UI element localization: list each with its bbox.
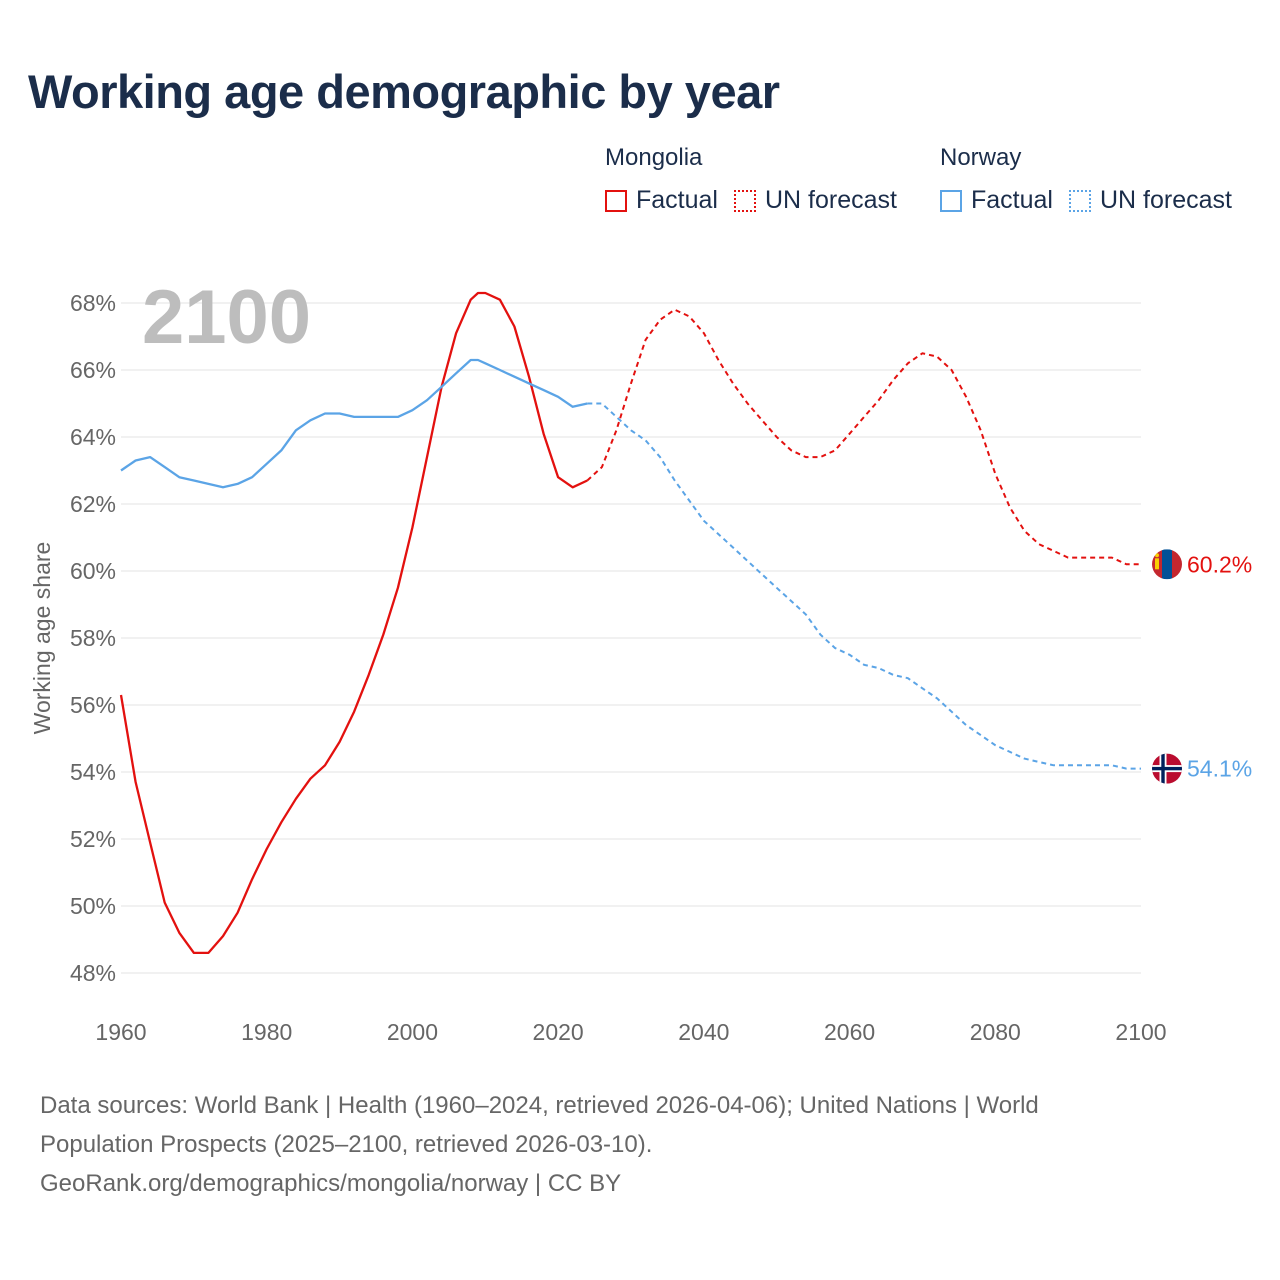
mongolia-forecast-line (586, 308, 1141, 566)
y-axis-label: Working age share (29, 542, 55, 735)
footer-line-2: Population Prospects (2025–2100, retriev… (40, 1131, 653, 1158)
y-tick-label: 52% (70, 826, 116, 852)
legend-label: UN forecast (1099, 186, 1232, 214)
legend-item-norway-forecast[interactable]: UN forecast (1068, 186, 1232, 215)
line-chart: 48%50%52%54%56%58%60%62%64%66%68% 1960 19… (29, 275, 1252, 1045)
legend-label: Factual (971, 186, 1053, 214)
legend-group-norway: Norway Factual UN forecast (940, 144, 1248, 215)
legend-label: Factual (636, 186, 718, 214)
footer-line-3: GeoRank.org/demographics/mongolia/norway… (40, 1170, 622, 1197)
legend-item-mongolia-factual[interactable]: Factual (605, 186, 718, 215)
mongolia-factual-line (119, 291, 588, 955)
x-tick-label: 2020 (533, 1019, 584, 1045)
footer-line-1: Data sources: World Bank | Health (1960–… (40, 1092, 1039, 1119)
legend-group-mongolia: Mongolia Factual UN forecast (605, 144, 913, 215)
x-tick-label: 2080 (970, 1019, 1021, 1045)
legend-item-mongolia-forecast[interactable]: UN forecast (733, 186, 897, 215)
norway-forecast-line (587, 402, 1141, 770)
norway-end-value: 54.1% (1187, 756, 1252, 782)
legend-country-mongolia: Mongolia (605, 144, 703, 171)
swatch-solid-icon (940, 189, 962, 212)
x-tick-label: 2000 (387, 1019, 438, 1045)
norway-flag-icon (1152, 753, 1182, 784)
legend-item-norway-factual[interactable]: Factual (940, 186, 1053, 215)
y-axis-ticks: 48% 50% 52% 54% 56% 58% 60% 62% 64% 66% 68% (70, 290, 116, 986)
x-tick-label: 1980 (241, 1019, 292, 1045)
footer-sources: Data sources: World Bank | Health (1960–… (40, 1086, 1160, 1203)
grid-lines (121, 302, 1141, 974)
swatch-dotted-icon (1068, 189, 1091, 212)
x-axis-ticks: 1960 1980 2000 2020 2040 2060 2080 2100 (95, 1019, 1166, 1045)
y-tick-label: 54% (70, 759, 116, 785)
y-tick-label: 64% (70, 424, 116, 450)
y-tick-label: 60% (70, 558, 116, 584)
x-tick-label: 2060 (824, 1019, 875, 1045)
y-tick-label: 50% (70, 893, 116, 919)
mongolia-flag-icon (1152, 549, 1182, 580)
y-tick-label: 56% (70, 692, 116, 718)
page-title: Working age demographic by year (28, 65, 780, 118)
y-tick-label: 58% (70, 625, 116, 651)
legend-label: UN forecast (764, 186, 897, 214)
y-tick-label: 48% (70, 960, 116, 986)
norway-factual-line (120, 358, 588, 489)
swatch-dotted-icon (733, 189, 756, 212)
mongolia-end-value: 60.2% (1187, 551, 1252, 577)
y-tick-label: 68% (70, 290, 116, 316)
y-tick-label: 66% (70, 357, 116, 383)
y-tick-label: 62% (70, 491, 116, 517)
series-lines (119, 291, 1141, 955)
year-label: 2100 (142, 275, 311, 360)
swatch-solid-icon (605, 189, 627, 212)
x-tick-label: 2100 (1115, 1019, 1166, 1045)
legend-country-norway: Norway (940, 144, 1022, 171)
x-tick-label: 2040 (678, 1019, 729, 1045)
x-tick-label: 1960 (95, 1019, 146, 1045)
